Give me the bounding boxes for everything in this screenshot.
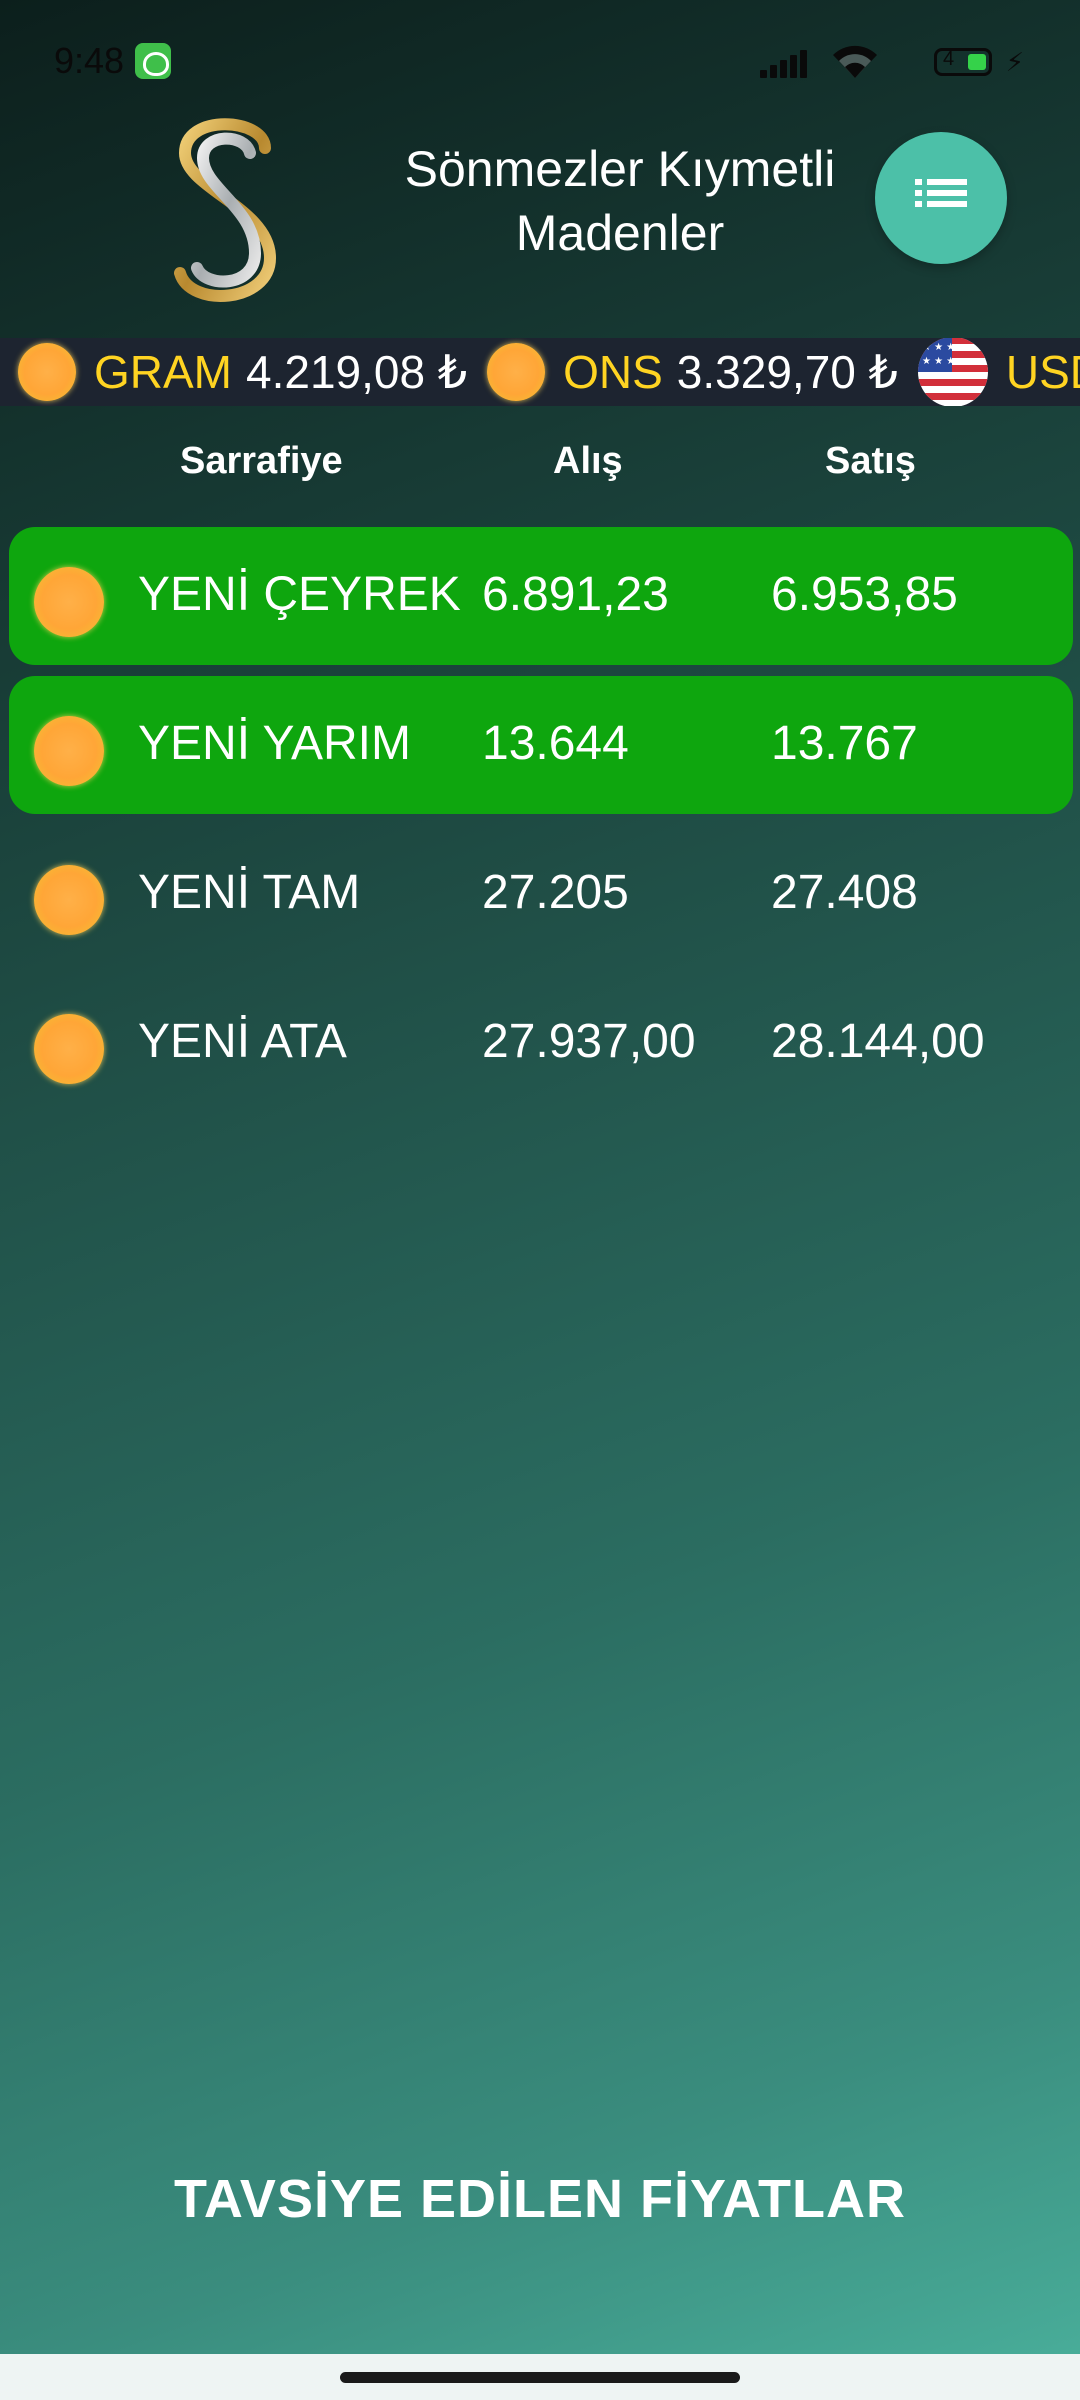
header-sarrafiye: Sarrafiye — [180, 440, 343, 482]
row-buy: 27.205 — [482, 866, 629, 919]
status-bar: 9:48 4 ⚡ — [0, 0, 1080, 120]
table-row[interactable]: YENİ ATA 27.937,00 28.144,00 — [9, 974, 1073, 1112]
ticker-item-gram: GRAM 4.219,08 ₺ — [18, 343, 467, 401]
ticker-name: ONS — [563, 346, 663, 398]
row-sell: 27.408 — [771, 866, 918, 919]
row-name: YENİ ÇEYREK — [138, 568, 461, 621]
row-sell: 6.953,85 — [771, 568, 958, 621]
menu-button[interactable] — [875, 132, 1007, 264]
brand-logo — [165, 108, 290, 313]
row-sell: 28.144,00 — [771, 1015, 985, 1068]
row-buy: 6.891,23 — [482, 568, 669, 621]
svg-text:★ ★ ★: ★ ★ ★ — [922, 342, 955, 353]
signal-icon — [760, 48, 810, 78]
system-nav-bar — [0, 2354, 1080, 2400]
row-name: YENİ YARIM — [138, 717, 411, 770]
ticker-value: 4.219,08 ₺ — [246, 346, 468, 398]
status-time: 9:48 — [54, 40, 125, 81]
row-sell: 13.767 — [771, 717, 918, 770]
row-name: YENİ TAM — [138, 866, 361, 919]
charging-icon: ⚡ — [1005, 47, 1024, 77]
table-row[interactable]: YENİ TAM 27.205 27.408 — [9, 825, 1073, 963]
table-row[interactable]: YENİ ÇEYREK 6.891,23 6.953,85 — [9, 527, 1073, 665]
status-icons: 4 ⚡ — [730, 42, 1030, 82]
app-title: Sönmezler Kıymetli Madenler — [404, 141, 836, 261]
ticker-name: GRAM — [94, 346, 232, 398]
row-buy: 13.644 — [482, 717, 629, 770]
header-sell: Satış — [825, 440, 916, 482]
ticker-item-usd: ★ ★ ★ ★ ★ ★ USD — [917, 338, 1080, 406]
row-buy: 27.937,00 — [482, 1015, 696, 1068]
gold-coin-icon — [34, 865, 104, 935]
gold-coin-icon — [34, 567, 104, 637]
table-row[interactable]: YENİ YARIM 13.644 13.767 — [9, 676, 1073, 814]
app-notification-icon — [135, 43, 171, 79]
gold-coin-icon — [34, 716, 104, 786]
battery-icon: 4 — [934, 48, 992, 76]
ticker-name: USD — [1005, 346, 1080, 398]
wifi-icon — [830, 44, 880, 80]
price-ticker: GRAM 4.219,08 ₺ ONS 3.329,70 ₺ ★ ★ ★ ★ ★… — [0, 338, 1080, 406]
home-indicator[interactable] — [340, 2372, 740, 2383]
gold-coin-icon — [18, 343, 76, 401]
svg-text:★ ★ ★: ★ ★ ★ — [922, 356, 955, 367]
gold-coin-icon — [34, 1014, 104, 1084]
table-header: Sarrafiye Alış Satış — [0, 440, 1080, 500]
ticker-value: 3.329,70 ₺ — [676, 346, 898, 398]
list-icon — [915, 179, 967, 207]
header-buy: Alış — [553, 440, 623, 482]
us-flag-icon: ★ ★ ★ ★ ★ ★ — [917, 338, 988, 406]
battery-level: 4 — [943, 48, 955, 70]
ticker-item-ons: ONS 3.329,70 ₺ — [487, 343, 898, 401]
row-name: YENİ ATA — [138, 1015, 347, 1068]
gold-coin-icon — [487, 343, 546, 401]
recommended-prices-title: TAVSİYE EDİLEN FİYATLAR — [173, 2169, 907, 2229]
